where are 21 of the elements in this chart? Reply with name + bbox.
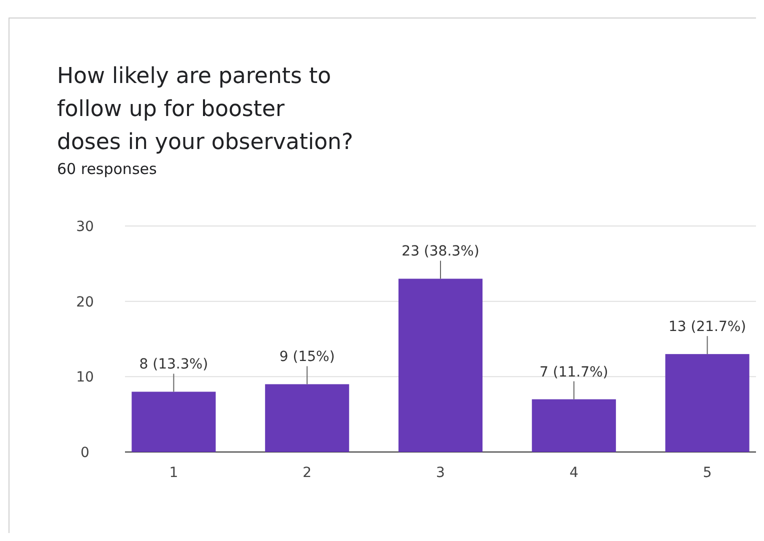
y-tick-label: 10 (76, 370, 94, 386)
y-tick-label: 0 (80, 445, 90, 461)
chart-title: How likely are parents to follow up for booster doses in your observation? (57, 64, 354, 155)
bar (398, 278, 483, 452)
data-label: 23 (38.3%) (402, 244, 480, 260)
bar (132, 392, 216, 452)
bar (665, 354, 750, 452)
data-label: 8 (13.3%) (139, 356, 208, 373)
data-label: 13 (21.7%) (668, 319, 746, 336)
x-tick-label: 1 (169, 465, 178, 481)
chart-subtitle: 60 responses (57, 160, 157, 178)
bar (265, 384, 350, 452)
x-tick-label: 2 (302, 465, 312, 481)
data-label: 7 (11.7%) (540, 364, 608, 380)
data-label: 9 (15%) (279, 349, 335, 366)
bar (532, 399, 616, 452)
x-tick-label: 5 (702, 465, 712, 481)
y-tick-label: 20 (76, 294, 94, 310)
x-tick-label: 4 (569, 465, 578, 481)
x-tick-label: 3 (436, 465, 445, 481)
y-tick-label: 30 (76, 219, 94, 235)
